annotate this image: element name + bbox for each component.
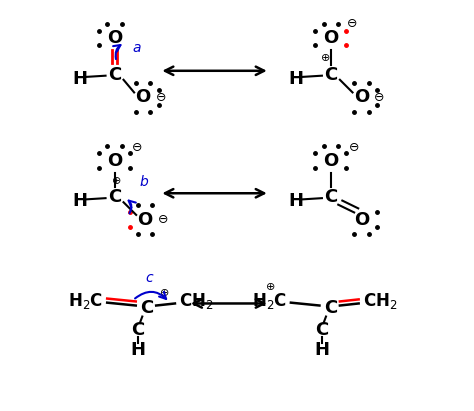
Text: H: H: [73, 192, 87, 210]
Text: CH$_2$: CH$_2$: [363, 291, 397, 312]
Text: $\oplus$: $\oplus$: [111, 175, 122, 186]
Text: O: O: [354, 211, 369, 229]
Text: C: C: [315, 321, 328, 339]
Text: $\ominus$: $\ominus$: [373, 91, 384, 104]
Text: O: O: [323, 152, 338, 170]
Text: $\oplus$: $\oplus$: [264, 281, 275, 292]
Text: b: b: [139, 175, 148, 189]
Text: C: C: [324, 66, 337, 84]
Text: $\oplus$: $\oplus$: [319, 52, 330, 63]
Text: $\oplus$: $\oplus$: [159, 286, 170, 298]
Text: O: O: [107, 152, 122, 170]
Text: O: O: [136, 88, 151, 106]
Text: $\ominus$: $\ominus$: [131, 141, 143, 154]
Text: C: C: [324, 188, 337, 206]
Text: a: a: [133, 42, 141, 55]
Text: O: O: [354, 88, 369, 106]
Text: O: O: [107, 29, 122, 47]
Text: H: H: [289, 70, 304, 88]
Text: H: H: [289, 192, 304, 210]
Text: $\ominus$: $\ominus$: [155, 91, 166, 104]
Text: $\ominus$: $\ominus$: [348, 141, 359, 154]
Text: O: O: [323, 29, 338, 47]
Text: C: C: [132, 321, 145, 339]
Text: $\ominus$: $\ominus$: [156, 213, 168, 226]
Text: H: H: [131, 342, 146, 359]
Text: $\ominus$: $\ominus$: [346, 17, 358, 30]
Text: H: H: [314, 342, 329, 359]
Text: H: H: [73, 70, 87, 88]
Text: c: c: [146, 271, 153, 285]
Text: CH$_2$: CH$_2$: [179, 291, 213, 312]
Text: O: O: [137, 211, 153, 229]
Text: C: C: [141, 298, 154, 316]
Text: H$_2$C: H$_2$C: [252, 291, 287, 312]
Text: H$_2$C: H$_2$C: [68, 291, 103, 312]
Text: C: C: [108, 66, 121, 84]
Text: C: C: [108, 188, 121, 206]
Text: C: C: [324, 298, 337, 316]
